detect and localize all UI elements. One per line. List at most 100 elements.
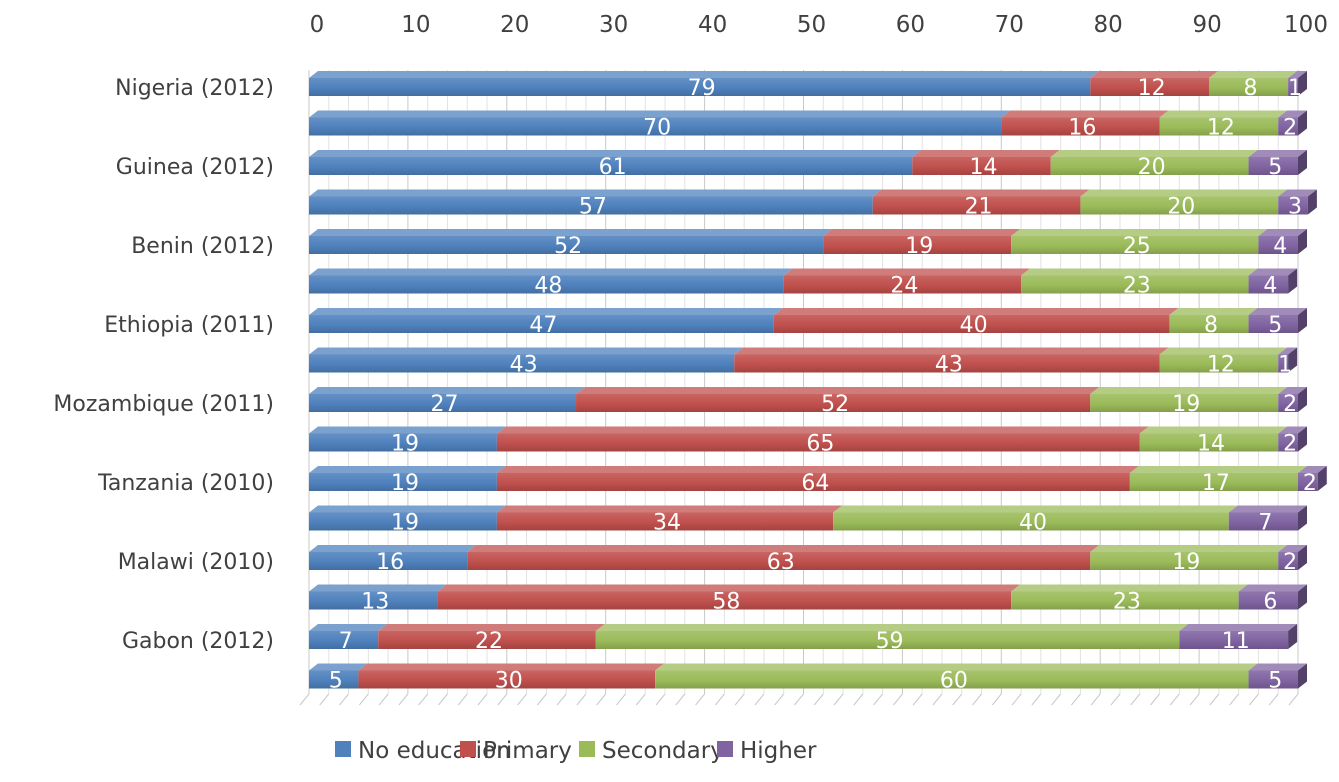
data-label: 20 [1138, 155, 1166, 180]
floor-gridline [853, 693, 864, 706]
data-label: 23 [1113, 590, 1141, 615]
bar-segment-top [309, 426, 506, 434]
bar-segment-no-education [309, 631, 379, 649]
bar-segment-top [309, 545, 477, 552]
data-label: 8 [1244, 76, 1258, 101]
floor-gridline [1110, 693, 1121, 706]
floor-gridline [1169, 693, 1180, 706]
bar-segment-top [1090, 387, 1288, 394]
bar-segment-primary [467, 552, 1091, 570]
data-label: 16 [376, 550, 404, 575]
bar-segment-top [467, 545, 1100, 552]
bar-segment-top [1159, 347, 1288, 355]
data-label: 5 [1268, 155, 1282, 180]
data-label: 57 [579, 195, 607, 220]
bar-segment-top [1278, 347, 1298, 355]
floor-gridline [714, 693, 725, 706]
bar-side-face [1298, 545, 1307, 570]
bar-side-face [1307, 189, 1317, 215]
bar-side-face [1298, 71, 1307, 96]
bar-segment-secondary [655, 670, 1249, 689]
floor-gridline [438, 693, 448, 706]
data-label: 12 [1138, 76, 1166, 101]
floor-gridline [596, 693, 607, 706]
data-label: 7 [1258, 511, 1272, 536]
bar-segment-no-education [309, 117, 1002, 136]
legend-label: No education [358, 738, 511, 764]
bar-segment-top [309, 387, 586, 394]
bar-segment-primary [496, 473, 1130, 491]
data-label: 70 [643, 116, 671, 141]
bar-segment-top [1248, 150, 1307, 157]
bar-segment-no-education [309, 670, 359, 689]
floor-gridline [319, 693, 330, 706]
bar-segment-primary [734, 354, 1160, 373]
legend-swatch [579, 741, 595, 757]
data-label: 11 [1222, 629, 1250, 654]
bar-segment-top [1090, 71, 1218, 78]
data-label: 65 [806, 432, 834, 457]
bar-segment-higher [1179, 631, 1289, 649]
data-label: 43 [935, 353, 963, 378]
data-label: 1 [1278, 353, 1292, 378]
bar-segment-no-education [309, 275, 784, 294]
bar-segment-top [773, 308, 1179, 315]
bar-segment-top [1080, 189, 1288, 197]
bar-segment-secondary [595, 631, 1180, 649]
bar-segment-top [1278, 426, 1307, 434]
bar-segment-secondary [1090, 552, 1279, 570]
bar-segment-top [1139, 426, 1288, 434]
category-label: Benin (2012) [131, 234, 274, 259]
bar-segment-no-education [309, 196, 873, 215]
floor-gridline [1090, 693, 1101, 706]
bar-side-face [1298, 505, 1307, 531]
bar-segment-top [496, 426, 1149, 434]
floor-gridline [378, 693, 389, 706]
data-labels: 79 12 8 170 16 12 261 14 20 557 21 20 352 19 25 448 24 23… [329, 76, 1317, 694]
floor-gridline [635, 693, 646, 706]
x-tick-label: 50 [797, 12, 826, 38]
bar-segment-higher [1248, 315, 1298, 333]
floor-gridline [398, 693, 409, 706]
floor-gridline [418, 693, 429, 706]
bar-segment-higher [1298, 473, 1318, 491]
data-label: 52 [821, 392, 849, 417]
bar-segment-top [1228, 505, 1307, 513]
x-tick-label: 0 [310, 12, 325, 38]
bar-segment-top [1169, 308, 1258, 315]
bar-segment-primary [358, 670, 656, 689]
bar-segment-top [1278, 387, 1307, 394]
floor-gridline [972, 693, 982, 706]
data-label: 14 [970, 155, 998, 180]
data-label: 79 [688, 76, 716, 101]
bar-side-face [1298, 150, 1307, 175]
floor-gridline [616, 693, 626, 706]
legend-label: Secondary [602, 738, 724, 764]
floor-gridline [1130, 693, 1141, 706]
data-label: 2 [1283, 116, 1297, 141]
floor-gridline [1031, 693, 1042, 706]
bar-segment-top [833, 505, 1238, 513]
bar-segment-no-education [309, 354, 735, 373]
category-label: Mozambique (2011) [53, 392, 274, 417]
bar-segment-top [309, 505, 506, 513]
data-label: 60 [940, 669, 968, 694]
bar-segment-top [912, 150, 1060, 157]
data-label: 4 [1263, 274, 1277, 299]
data-label: 63 [767, 550, 795, 575]
floor-gridline [912, 693, 923, 706]
bar-segment-primary [1001, 117, 1160, 136]
bar-segment-no-education [309, 552, 468, 570]
data-label: 12 [1207, 116, 1235, 141]
bar-segment-higher [1248, 670, 1298, 689]
data-label: 19 [391, 432, 419, 457]
bar-side-face [1298, 110, 1307, 136]
bar-segment-top [1179, 624, 1298, 631]
floor-gridline [536, 693, 547, 706]
bar-side-face [1288, 624, 1298, 649]
bar-segment-top [378, 624, 605, 631]
category-label: Ethiopia (2011) [104, 313, 274, 338]
bar-segment-higher [1278, 354, 1289, 373]
legend-swatch [460, 741, 476, 757]
